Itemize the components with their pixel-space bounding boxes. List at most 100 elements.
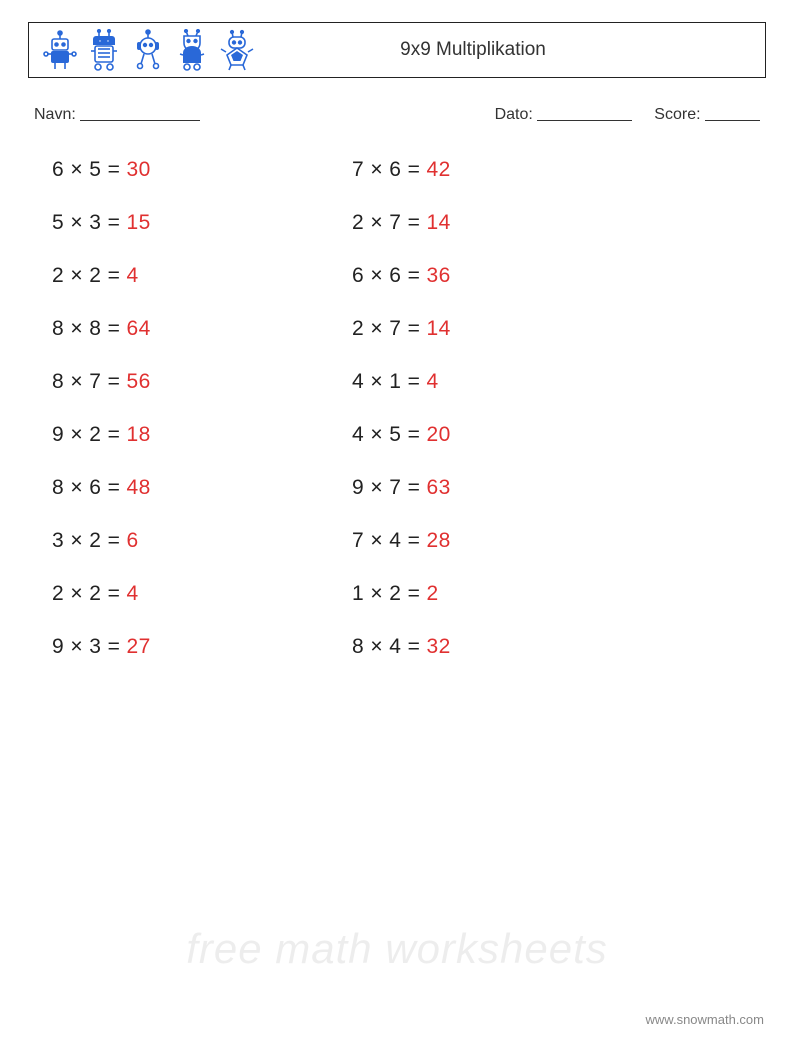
answer: 28 [427, 529, 451, 552]
operator: × [70, 582, 83, 605]
equals: = [408, 370, 421, 393]
operand-b: 2 [89, 529, 101, 552]
equals: = [108, 211, 121, 234]
operand-b: 5 [389, 423, 401, 446]
problem: 9 × 3 = 27 [52, 635, 352, 659]
date-label: Dato: [495, 106, 533, 123]
equals: = [108, 264, 121, 287]
problems-area: 6 × 5 = 305 × 3 = 152 × 2 = 48 × 8 = 648… [28, 158, 766, 688]
operand-a: 6 [52, 158, 64, 181]
operand-b: 7 [389, 476, 401, 499]
operator: × [370, 635, 383, 658]
problem: 8 × 4 = 32 [352, 635, 652, 659]
operand-b: 6 [389, 264, 401, 287]
operand-b: 2 [389, 582, 401, 605]
operator: × [370, 423, 383, 446]
operand-a: 8 [52, 476, 64, 499]
robot-icon [43, 29, 77, 71]
answer: 42 [427, 158, 451, 181]
answer: 48 [127, 476, 151, 499]
operand-a: 2 [52, 582, 64, 605]
answer: 36 [427, 264, 451, 287]
operand-b: 5 [89, 158, 101, 181]
problem: 5 × 3 = 15 [52, 211, 352, 235]
operand-a: 1 [352, 582, 364, 605]
date-blank[interactable] [537, 104, 632, 121]
footer-url: www.snowmath.com [646, 1012, 764, 1027]
answer: 64 [127, 317, 151, 340]
operator: × [70, 635, 83, 658]
equals: = [108, 476, 121, 499]
problem: 2 × 7 = 14 [352, 211, 652, 235]
watermark-text: free math worksheets [0, 925, 794, 973]
operator: × [370, 529, 383, 552]
name-label: Navn: [34, 106, 76, 123]
problem: 7 × 4 = 28 [352, 529, 652, 553]
operand-b: 7 [389, 317, 401, 340]
problem: 8 × 8 = 64 [52, 317, 352, 341]
operator: × [370, 211, 383, 234]
operand-b: 3 [89, 635, 101, 658]
operand-b: 7 [389, 211, 401, 234]
problem: 3 × 2 = 6 [52, 529, 352, 553]
operator: × [70, 158, 83, 181]
answer: 4 [127, 264, 139, 287]
equals: = [108, 158, 121, 181]
operand-a: 5 [52, 211, 64, 234]
answer: 56 [127, 370, 151, 393]
equals: = [408, 423, 421, 446]
operand-a: 8 [52, 370, 64, 393]
problem: 1 × 2 = 2 [352, 582, 652, 606]
equals: = [408, 529, 421, 552]
equals: = [408, 317, 421, 340]
answer: 14 [427, 211, 451, 234]
answer: 63 [427, 476, 451, 499]
operator: × [370, 370, 383, 393]
operator: × [370, 317, 383, 340]
operator: × [370, 476, 383, 499]
equals: = [108, 582, 121, 605]
operator: × [70, 264, 83, 287]
operand-a: 8 [352, 635, 364, 658]
problems-column-2: 7 × 6 = 422 × 7 = 146 × 6 = 362 × 7 = 14… [352, 158, 652, 688]
answer: 2 [427, 582, 439, 605]
answer: 32 [427, 635, 451, 658]
problem: 4 × 5 = 20 [352, 423, 652, 447]
robot-icons-group [43, 29, 255, 71]
operand-a: 6 [352, 264, 364, 287]
problem: 4 × 1 = 4 [352, 370, 652, 394]
operator: × [370, 158, 383, 181]
operand-a: 3 [52, 529, 64, 552]
operand-a: 2 [352, 211, 364, 234]
equals: = [408, 635, 421, 658]
equals: = [108, 317, 121, 340]
operand-a: 2 [52, 264, 64, 287]
equals: = [408, 264, 421, 287]
operand-a: 9 [352, 476, 364, 499]
meta-row: Navn: Dato: Score: [28, 102, 766, 124]
operator: × [370, 582, 383, 605]
operand-a: 2 [352, 317, 364, 340]
robot-icon [87, 29, 121, 71]
operand-b: 7 [89, 370, 101, 393]
operand-a: 9 [52, 423, 64, 446]
operand-b: 2 [89, 264, 101, 287]
name-blank[interactable] [80, 104, 200, 121]
equals: = [108, 423, 121, 446]
problem: 9 × 2 = 18 [52, 423, 352, 447]
answer: 20 [427, 423, 451, 446]
robot-icon [175, 29, 209, 71]
answer: 15 [127, 211, 151, 234]
operator: × [70, 211, 83, 234]
score-blank[interactable] [705, 104, 760, 121]
operand-a: 7 [352, 158, 364, 181]
operand-b: 4 [389, 529, 401, 552]
operand-a: 7 [352, 529, 364, 552]
operator: × [70, 423, 83, 446]
equals: = [108, 635, 121, 658]
equals: = [408, 158, 421, 181]
operand-a: 9 [52, 635, 64, 658]
robot-icon [131, 29, 165, 71]
operand-b: 1 [389, 370, 401, 393]
problem: 8 × 6 = 48 [52, 476, 352, 500]
